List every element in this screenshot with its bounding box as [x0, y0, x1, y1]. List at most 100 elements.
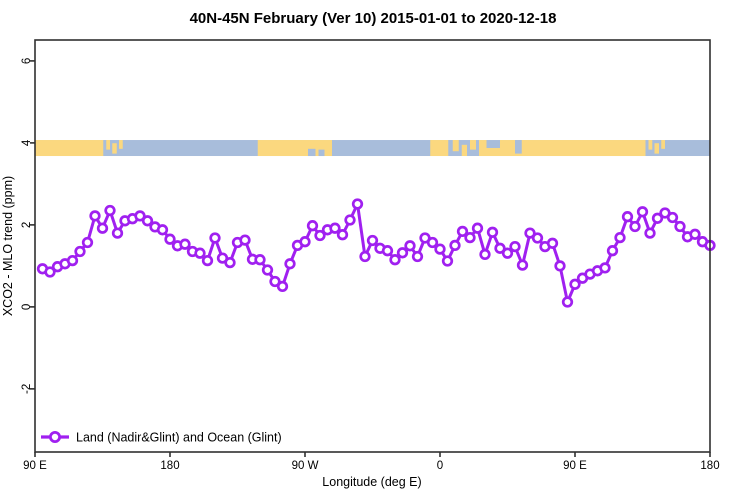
- data-point-marker: [629, 220, 641, 233]
- data-point-marker: [546, 237, 559, 249]
- data-point-marker: [636, 206, 649, 218]
- data-series: [36, 198, 716, 308]
- data-point-marker: [674, 220, 686, 233]
- data-point-marker: [239, 234, 251, 246]
- data-point-marker: [104, 204, 116, 217]
- data-point-marker: [209, 232, 221, 244]
- data-point-marker: [164, 233, 176, 245]
- data-point-marker: [426, 236, 439, 249]
- plot-box: [34, 39, 711, 453]
- data-point-marker: [434, 243, 446, 255]
- data-point-marker: [74, 245, 86, 258]
- data-point-marker: [306, 220, 319, 232]
- land-strip-segment: [106, 140, 110, 150]
- data-point-marker: [156, 224, 169, 236]
- y-tick-label: -2: [21, 384, 33, 394]
- land-strip-segment: [654, 143, 659, 154]
- legend-marker-icon: [49, 430, 62, 443]
- data-point-marker: [396, 247, 409, 259]
- x-tick-label: 180: [160, 460, 179, 472]
- y-axis-ticks: -2 0 2 4 6: [21, 58, 35, 394]
- data-point-marker: [389, 254, 401, 266]
- data-point-marker: [464, 231, 476, 244]
- legend-entry-label: Land (Nadir&Glint) and Ocean (Glint): [76, 431, 282, 445]
- data-point-marker: [81, 236, 94, 249]
- data-point-marker: [329, 222, 341, 234]
- ocean-inland-segment: [318, 149, 325, 157]
- x-tick-label: 90 W: [292, 460, 319, 472]
- data-point-marker: [666, 211, 679, 224]
- data-point-marker: [516, 259, 529, 271]
- data-point-marker: [644, 227, 656, 239]
- land-strip-segment: [486, 148, 500, 157]
- data-point-marker: [351, 198, 364, 210]
- data-point-marker: [531, 232, 544, 244]
- data-point-marker: [651, 212, 664, 224]
- x-axis-ticks: 90 E 180 90 W 0 90 E 180: [23, 452, 720, 472]
- data-point-marker: [344, 214, 356, 226]
- land-strip-segment: [461, 144, 467, 157]
- data-point-marker: [254, 254, 266, 266]
- x-tick-label: 180: [700, 460, 719, 472]
- y-tick-label: 0: [21, 304, 33, 310]
- ocean-inland-segment: [515, 140, 522, 154]
- data-point-marker: [66, 254, 79, 267]
- data-point-marker: [134, 210, 146, 222]
- chart-title: 40N-45N February (Ver 10) 2015-01-01 to …: [190, 10, 557, 27]
- data-point-marker: [111, 227, 124, 239]
- land-strip-segment: [661, 140, 665, 149]
- ocean-inland-segment: [308, 148, 316, 157]
- x-tick-label: 90 E: [563, 460, 587, 472]
- land-strip-segment: [470, 140, 476, 150]
- land-ocean-band: [35, 140, 710, 157]
- data-point-marker: [44, 266, 56, 278]
- data-point-marker: [269, 275, 281, 288]
- data-point-marker: [524, 227, 536, 239]
- data-point-marker: [411, 250, 424, 263]
- y-tick-label: 4: [21, 139, 33, 146]
- land-strip-segment: [35, 140, 104, 157]
- y-tick-label: 2: [21, 222, 33, 228]
- data-point-marker: [404, 240, 416, 252]
- land-strip-segment: [119, 140, 123, 149]
- data-point-marker: [456, 225, 469, 238]
- data-point-marker: [96, 222, 109, 234]
- data-point-marker: [336, 229, 349, 241]
- data-point-marker: [261, 264, 274, 276]
- data-point-marker: [486, 226, 499, 238]
- data-point-marker: [224, 256, 236, 269]
- land-strip-segment: [430, 140, 449, 157]
- data-point-marker: [141, 215, 154, 227]
- data-point-marker: [689, 228, 701, 240]
- x-axis-title: Longitude (deg E): [322, 475, 421, 489]
- data-point-marker: [89, 210, 101, 222]
- data-point-marker: [561, 296, 574, 308]
- data-point-marker: [366, 234, 379, 247]
- land-strip-segment: [479, 140, 487, 157]
- land-strip-segment: [452, 140, 459, 152]
- data-point-marker: [359, 250, 371, 263]
- data-point-marker: [381, 245, 394, 257]
- data-point-marker: [284, 258, 296, 270]
- y-tick-label: 6: [21, 58, 33, 64]
- data-point-marker: [471, 222, 484, 234]
- land-strip-segment: [500, 140, 646, 157]
- data-point-marker: [194, 247, 206, 259]
- data-point-marker: [179, 238, 191, 250]
- y-axis-title: XCO2 - MLO trend (ppm): [1, 176, 15, 316]
- data-point-marker: [314, 229, 326, 242]
- data-point-marker: [599, 262, 611, 274]
- data-point-marker: [494, 242, 506, 254]
- x-tick-label: 0: [437, 460, 443, 472]
- data-point-marker: [479, 248, 491, 261]
- data-point-marker: [509, 240, 521, 253]
- data-point-marker: [276, 280, 289, 293]
- data-point-marker: [554, 260, 566, 272]
- data-point-marker: [569, 278, 581, 290]
- land-strip-segment: [112, 143, 117, 154]
- land-strip-segment: [648, 140, 653, 150]
- data-point-marker: [201, 254, 214, 267]
- data-point-marker: [449, 239, 461, 252]
